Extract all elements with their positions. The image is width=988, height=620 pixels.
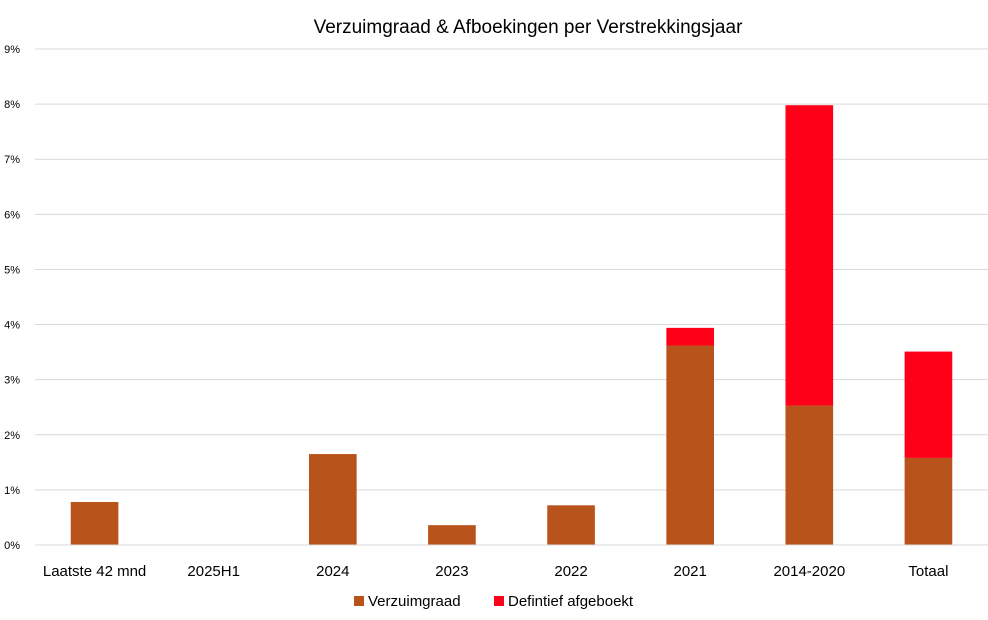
x-tick-label: Totaal bbox=[908, 563, 948, 580]
legend-label: Defintief afgeboekt bbox=[508, 593, 634, 610]
legend-swatch bbox=[354, 596, 364, 606]
x-tick-label: 2024 bbox=[316, 563, 349, 580]
gridlines bbox=[35, 48, 988, 491]
bar-verzuimgraad bbox=[428, 525, 476, 545]
x-tick-label: 2021 bbox=[674, 563, 707, 580]
y-tick-label: 3% bbox=[4, 375, 20, 387]
legend: Verzuimgraad Defintief afgeboekt bbox=[354, 593, 634, 610]
y-tick-label: 5% bbox=[4, 264, 20, 276]
x-axis-labels: Laatste 42 mnd 2025H1 2024 2023 2022 2021 2014… bbox=[43, 563, 949, 580]
x-tick-label: 2023 bbox=[435, 563, 468, 580]
bar-verzuimgraad bbox=[666, 345, 715, 545]
bar-afgeboekt bbox=[666, 327, 715, 346]
bar-verzuimgraad bbox=[547, 505, 595, 545]
y-tick-label: 1% bbox=[4, 485, 20, 497]
x-tick-label: 2014-2020 bbox=[773, 563, 845, 580]
y-tick-label: 8% bbox=[4, 99, 20, 111]
y-tick-label: 0% bbox=[4, 540, 20, 552]
y-tick-label: 7% bbox=[4, 154, 20, 166]
y-tick-label: 4% bbox=[4, 320, 20, 332]
bar-afgeboekt bbox=[904, 351, 953, 458]
chart-title: Verzuimgraad & Afboekingen per Verstrekk… bbox=[314, 17, 743, 38]
bar-verzuimgraad bbox=[308, 454, 357, 545]
legend-label: Verzuimgraad bbox=[368, 593, 461, 610]
y-tick-label: 2% bbox=[4, 430, 20, 442]
x-tick-label: 2025H1 bbox=[187, 563, 240, 580]
bar-afgeboekt bbox=[785, 105, 834, 406]
bars bbox=[70, 105, 953, 545]
x-tick-label: 2022 bbox=[554, 563, 587, 580]
y-axis-ticks: 0% 1% 2% 3% 4% 5% 6% 7% 8% 9% bbox=[4, 44, 20, 552]
bar-verzuimgraad bbox=[70, 502, 119, 545]
y-tick-label: 9% bbox=[4, 44, 20, 56]
legend-swatch bbox=[494, 596, 504, 606]
bar-verzuimgraad bbox=[785, 405, 834, 545]
bar-verzuimgraad bbox=[904, 457, 953, 545]
x-tick-label: Laatste 42 mnd bbox=[43, 563, 146, 580]
y-tick-label: 6% bbox=[4, 209, 20, 221]
